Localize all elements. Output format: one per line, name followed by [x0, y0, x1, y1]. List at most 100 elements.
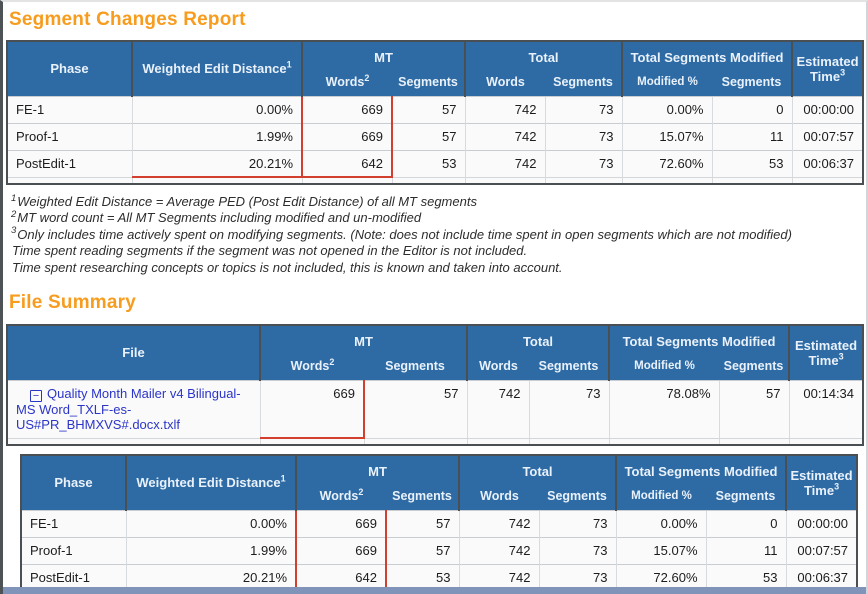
- col-total-group: Total: [464, 41, 622, 72]
- cell-total-segments: 73: [538, 509, 616, 538]
- col-est-time: Estimated Time3: [788, 325, 864, 381]
- cell-est-time: 00:06:37: [785, 563, 858, 592]
- table-row: PostEdit-1 20.21% 642 53 742 73 72.60% 5…: [21, 563, 858, 593]
- table-spacer-row: [7, 176, 864, 184]
- collapse-icon[interactable]: −: [30, 389, 42, 402]
- cell-mt-segments: 53: [391, 149, 465, 177]
- file-summary-table: File MT Total Total Segments Modified Es…: [6, 324, 865, 447]
- cell-phase: FE-1: [21, 509, 126, 538]
- col-tsm-group: Total Segments Modified: [607, 325, 790, 357]
- cell-wed: 1.99%: [131, 122, 303, 150]
- file-phase-table: Phase Weighted Edit Distance1 MT Total T…: [20, 454, 859, 594]
- col-modified-pct: Modified %: [621, 72, 712, 96]
- cell-wed: 20.21%: [131, 149, 303, 178]
- col-est-time: Estimated Time3: [785, 455, 858, 511]
- cell-est-time: 00:07:57: [785, 536, 858, 565]
- col-total-segments: Segments: [539, 486, 616, 511]
- cell-modified-pct: 15.07%: [621, 122, 712, 150]
- cell-total-segments: 73: [538, 563, 616, 592]
- col-tsm-group: Total Segments Modified: [620, 41, 793, 72]
- col-phase: Phase: [21, 455, 126, 511]
- col-wed: Weighted Edit Distance1: [125, 455, 296, 511]
- page-title: Segment Changes Report: [9, 9, 246, 30]
- col-mt-words-sup: 2: [358, 487, 364, 498]
- cell-wed: 0.00%: [125, 509, 297, 538]
- cell-est-time: 00:14:34: [788, 379, 864, 439]
- cell-wed: 0.00%: [131, 95, 303, 123]
- col-total-group: Total: [466, 325, 609, 357]
- cell-modified-pct: 0.00%: [621, 95, 712, 123]
- cell-phase: PostEdit-1: [7, 149, 132, 177]
- cell-modified-segments: 53: [705, 563, 787, 592]
- col-file: File: [7, 325, 260, 381]
- file-summary-title: File Summary: [9, 292, 137, 314]
- col-phase: Phase: [7, 41, 132, 96]
- cell-est-time: 00:00:00: [791, 95, 864, 123]
- col-est-time-sup: 3: [840, 67, 846, 78]
- footnote-line: 1Weighted Edit Distance = Average PED (P…: [11, 192, 477, 209]
- cell-mt-segments: 57: [363, 379, 467, 439]
- col-mt-words-sup: 2: [364, 73, 370, 84]
- cell-modified-segments: 11: [711, 122, 793, 150]
- cell-mt-words: 669: [301, 95, 393, 123]
- cell-phase: FE-1: [7, 95, 132, 123]
- col-mt-words-sup: 2: [329, 357, 335, 368]
- cell-mt-segments: 57: [385, 536, 459, 565]
- cell-phase: Proof-1: [7, 122, 132, 150]
- col-modified-pct: Modified %: [608, 356, 719, 381]
- cell-total-words: 742: [464, 122, 545, 150]
- col-mt-group: MT: [259, 325, 467, 357]
- table-row: Proof-1 1.99% 669 57 742 73 15.07% 11 00…: [21, 536, 858, 565]
- cell-est-time: 00:00:00: [785, 509, 858, 538]
- cell-file: − Quality Month Mailer v4 Bilingual-MS Wo…: [7, 379, 260, 439]
- footnote-line: 3Only includes time actively spent on mo…: [11, 225, 792, 242]
- segment-report-table: Phase Weighted Edit Distance1 MT Total T…: [6, 40, 865, 185]
- cell-mt-segments: 57: [391, 122, 465, 150]
- table-spacer-row: [7, 437, 864, 446]
- cell-mt-words: 642: [301, 149, 393, 178]
- col-tsm-segments: Segments: [712, 72, 793, 96]
- cell-total-segments: 73: [544, 149, 622, 177]
- cell-total-segments: 73: [544, 95, 622, 123]
- cell-mt-segments: 57: [391, 95, 465, 123]
- cell-total-words: 742: [458, 563, 539, 592]
- col-tsm-segments: Segments: [719, 356, 790, 381]
- col-tsm-group: Total Segments Modified: [614, 455, 787, 487]
- cell-wed: 1.99%: [125, 536, 297, 565]
- footnotes: 1Weighted Edit Distance = Average PED (P…: [11, 192, 866, 276]
- cell-modified-pct: 72.60%: [615, 563, 706, 592]
- cell-modified-pct: 78.08%: [608, 379, 719, 439]
- table-row: FE-1 0.00% 669 57 742 73 0.00% 0 00:00:0…: [7, 95, 864, 123]
- cell-total-segments: 73: [538, 536, 616, 565]
- col-wed-sup: 1: [286, 59, 292, 70]
- col-total-segments: Segments: [529, 356, 609, 381]
- file-link[interactable]: − Quality Month Mailer v4 Bilingual-MS Wo…: [16, 385, 241, 433]
- col-est-time-sup: 3: [834, 481, 840, 492]
- cell-modified-segments: 0: [711, 95, 793, 123]
- col-mt-segments: Segments: [386, 486, 459, 511]
- col-tsm-segments: Segments: [706, 486, 787, 511]
- col-total-segments: Segments: [545, 72, 622, 96]
- cell-modified-segments: 11: [705, 536, 787, 565]
- col-mt-words: Words2: [259, 356, 364, 381]
- footnote-line: 2MT word count = All MT Segments includi…: [11, 209, 422, 226]
- cell-total-words: 742: [458, 536, 539, 565]
- cell-total-words: 742: [464, 95, 545, 123]
- col-wed-sup: 1: [280, 473, 286, 484]
- cell-modified-pct: 72.60%: [621, 149, 712, 177]
- col-mt-group: MT: [301, 41, 465, 72]
- col-total-group: Total: [458, 455, 616, 487]
- cell-est-time: 00:07:57: [791, 122, 864, 150]
- col-mt-words: Words2: [301, 72, 392, 96]
- file-row: − Quality Month Mailer v4 Bilingual-MS Wo…: [7, 379, 864, 440]
- col-mt-group: MT: [295, 455, 459, 487]
- cell-total-words: 742: [466, 379, 529, 439]
- cell-modified-segments: 53: [711, 149, 793, 177]
- cell-mt-words: 669: [295, 536, 387, 565]
- cell-modified-pct: 15.07%: [615, 536, 706, 565]
- col-mt-segments: Segments: [392, 72, 465, 96]
- cell-modified-segments: 57: [718, 379, 790, 439]
- cell-total-words: 742: [464, 149, 545, 177]
- cell-est-time: 00:06:37: [791, 149, 864, 177]
